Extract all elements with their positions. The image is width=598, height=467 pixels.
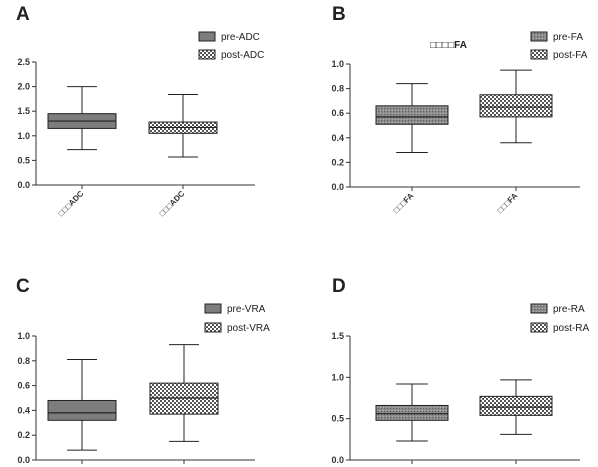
box-post-adc xyxy=(148,93,218,158)
legend-label: post-ADC xyxy=(221,50,264,61)
legend-swatch xyxy=(530,31,548,42)
box-pre-vra xyxy=(47,359,117,451)
legend-swatch xyxy=(204,322,222,333)
y-tick-label: 0.5 xyxy=(17,155,30,165)
y-tick-label: 0.6 xyxy=(331,108,344,118)
y-tick-label: 1.5 xyxy=(331,331,344,341)
y-tick-label: 0.4 xyxy=(17,405,30,415)
chart-title: □□□□FA xyxy=(430,40,467,51)
box-iqr xyxy=(479,395,553,416)
x-category-label: □□□FA xyxy=(392,191,416,215)
y-tick-label: 0.8 xyxy=(17,356,30,366)
y-tick-label: 1.0 xyxy=(331,372,344,382)
box-post-ra xyxy=(479,379,553,435)
x-category-label: □□□ADC xyxy=(158,189,187,218)
box-iqr xyxy=(479,94,553,118)
panel-b: B □□□□FA 0.0 0.2 0.4 0.6 0.8 1.0 □□□FA □□□FA pre-F… xyxy=(331,4,587,215)
legend-label: pre-VRA xyxy=(227,304,266,315)
y-tick-label: 1.0 xyxy=(17,331,30,341)
box-iqr xyxy=(375,105,449,125)
box-post-vra xyxy=(149,344,219,442)
y-tick-label: 0.2 xyxy=(331,157,344,167)
y-tick-label: 0.0 xyxy=(17,180,30,190)
y-tick-label: 1.5 xyxy=(17,106,30,116)
panel-c: C 0.0 0.2 0.4 0.6 0.8 1.0 pre-VRA post-VRA xyxy=(16,276,270,465)
y-tick-label: 1.0 xyxy=(331,59,344,69)
box-iqr xyxy=(375,404,449,421)
panel-letter: B xyxy=(332,4,346,25)
box-pre-adc xyxy=(47,86,117,151)
y-tick-label: 0.0 xyxy=(331,455,344,465)
y-tick-label: 2.0 xyxy=(17,82,30,92)
panel-letter: C xyxy=(16,276,30,297)
panel-letter: D xyxy=(332,276,346,297)
x-category-label: □□□ADC xyxy=(57,189,86,218)
legend-swatch xyxy=(204,303,222,314)
y-tick-label: 0.2 xyxy=(17,430,30,440)
legend-swatch xyxy=(198,49,216,60)
x-category-label: □□□FA xyxy=(496,191,520,215)
box-pre-ra xyxy=(375,383,449,442)
legend-swatch xyxy=(530,49,548,60)
box-post-fa xyxy=(479,69,553,144)
box-pre-fa xyxy=(375,83,449,154)
y-tick-label: 0.0 xyxy=(17,455,30,465)
y-tick-label: 0.4 xyxy=(331,133,344,143)
box-iqr xyxy=(149,382,219,415)
box-iqr xyxy=(47,399,117,421)
y-tick-label: 1.0 xyxy=(17,131,30,141)
legend-label: pre-FA xyxy=(553,32,583,43)
y-tick-label: 2.5 xyxy=(17,57,30,67)
y-tick-label: 0.6 xyxy=(17,381,30,391)
legend-label: pre-ADC xyxy=(221,32,260,43)
y-tick-label: 0.8 xyxy=(331,84,344,94)
legend-label: post-FA xyxy=(553,50,588,61)
y-tick-label: 0.5 xyxy=(331,414,344,424)
legend-swatch xyxy=(530,322,548,333)
legend-swatch xyxy=(530,303,548,314)
panel-d: D 0.0 0.5 1.0 1.5 pre-RA post-RA xyxy=(331,276,589,465)
y-tick-label: 0.0 xyxy=(331,182,344,192)
legend-label: post-RA xyxy=(553,323,589,334)
panel-letter: A xyxy=(16,4,30,25)
legend-swatch xyxy=(198,31,216,42)
panel-a: A 0.0 0.5 1.0 1.5 2.0 2.5 □□□ADC □□□ADC pre-ADC po… xyxy=(16,4,264,218)
legend-label: post-VRA xyxy=(227,323,270,334)
legend-label: pre-RA xyxy=(553,304,585,315)
